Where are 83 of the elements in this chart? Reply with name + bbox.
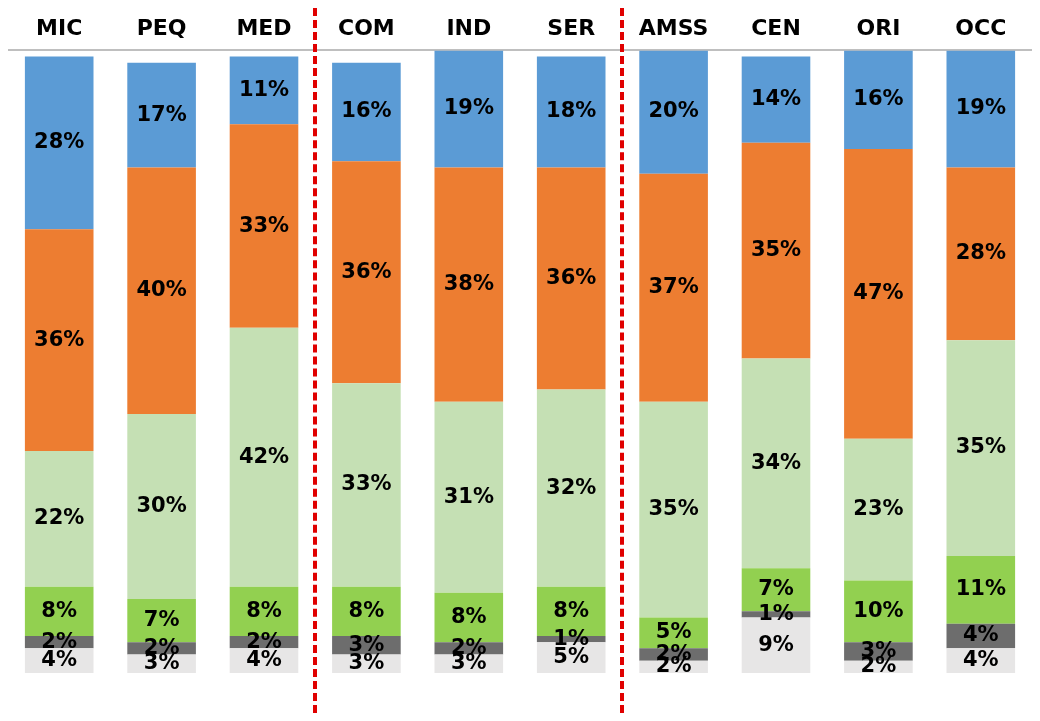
x-tick-label: OCC [955,14,1007,40]
data-label: 35% [750,237,802,262]
data-label: 4% [962,622,999,647]
bar [946,340,1016,556]
bar [639,401,708,618]
data-label: 33% [341,471,392,496]
bar [844,50,913,150]
data-label: 14% [750,86,802,111]
data-label: 36% [341,258,392,283]
bar [741,56,811,143]
data-label: 17% [136,101,187,126]
x-tick-label: PEQ [136,14,187,40]
bar [844,149,913,439]
data-label: 8% [348,597,385,622]
data-label: 42% [238,443,290,468]
data-label: 8% [553,597,590,622]
data-label: 23% [853,496,904,521]
bar [741,142,811,359]
data-label: 28% [955,240,1006,265]
data-label: 32% [546,474,597,499]
bar [434,50,504,168]
data-label: 5% [655,619,692,644]
data-label: 38% [443,271,494,296]
x-tick-label: IND [446,14,492,40]
bar [536,167,606,390]
x-tick-label: SER [547,14,596,40]
data-label: 33% [238,212,290,237]
data-label: 30% [136,493,187,518]
data-label: 8% [41,597,78,622]
data-label: 47% [853,280,904,305]
data-label: 28% [34,129,85,154]
data-label: 10% [853,597,904,622]
bar [229,327,299,587]
data-label: 7% [758,576,794,601]
data-label: 36% [34,326,85,351]
data-label: 7% [143,607,180,632]
bar [536,56,606,168]
data-label: 18% [546,98,597,123]
bar [434,167,504,402]
data-label: 16% [853,86,904,111]
bar [536,389,606,587]
data-label: 35% [648,496,699,521]
bar [946,555,1016,624]
data-label: 20% [648,98,699,123]
x-tick-label: CEN [751,14,801,40]
data-label: 37% [648,274,699,299]
bar [24,56,94,230]
bar [127,414,196,600]
bar [946,167,1016,341]
bar [24,229,94,452]
x-tick-label: COM [338,14,395,40]
data-label: 36% [546,264,597,289]
data-label: 22% [34,505,85,530]
bar [946,50,1016,168]
bar [434,401,504,593]
x-tick-label: MED [236,14,292,40]
bar [229,124,299,328]
data-label: 34% [750,449,802,474]
x-tick-label: AMSS [638,14,709,40]
data-label: 35% [955,434,1006,459]
bar [127,167,196,415]
bar [639,50,708,174]
data-label: 19% [955,95,1006,120]
data-label: 16% [341,98,392,123]
data-label: 11% [955,576,1006,601]
data-label: 4% [962,647,999,672]
x-tick-label: MIC [36,14,83,40]
bar [844,438,913,581]
data-label: 31% [443,483,494,508]
bar [332,383,401,587]
data-label: 40% [136,277,187,302]
data-label: 11% [238,76,290,101]
data-label: 8% [450,603,487,628]
data-label: 19% [443,95,494,120]
bar [332,161,401,384]
bar [741,358,811,569]
bar [639,173,708,402]
data-label: 9% [758,631,794,656]
bar [24,451,94,587]
data-label: 8% [246,597,282,622]
bar [127,62,196,168]
bar [332,62,401,162]
x-tick-label: ORI [856,14,901,40]
